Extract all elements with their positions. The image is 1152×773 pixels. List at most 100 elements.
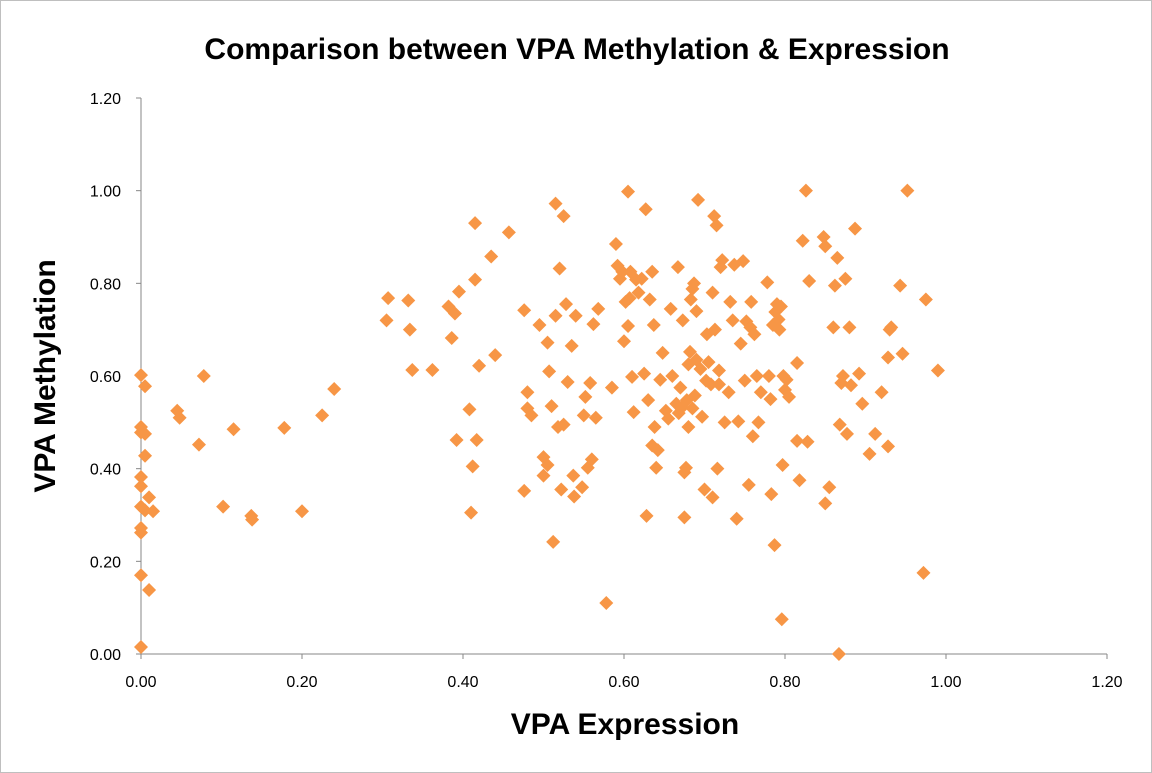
data-point xyxy=(638,202,653,217)
data-point xyxy=(402,322,417,337)
data-point xyxy=(725,313,740,328)
data-point xyxy=(146,504,161,519)
data-point xyxy=(469,432,484,447)
data-point xyxy=(484,249,499,264)
data-point xyxy=(709,218,724,233)
data-point xyxy=(578,389,593,404)
data-point xyxy=(449,432,464,447)
data-point xyxy=(760,275,775,290)
data-point xyxy=(678,460,693,475)
data-point xyxy=(729,511,744,526)
data-point xyxy=(447,306,462,321)
data-point xyxy=(634,271,649,286)
data-point xyxy=(621,184,636,199)
data-point xyxy=(800,434,815,449)
data-point xyxy=(381,291,396,306)
data-point xyxy=(693,362,708,377)
data-point xyxy=(138,503,153,518)
data-point xyxy=(822,480,837,495)
data-point xyxy=(827,278,842,293)
data-point xyxy=(842,320,857,335)
data-point xyxy=(604,380,619,395)
data-point xyxy=(731,414,746,429)
data-point xyxy=(642,292,657,307)
x-tick-label: 0.00 xyxy=(125,674,156,691)
y-tick-label: 0.20 xyxy=(90,554,121,571)
data-point xyxy=(751,415,766,430)
data-point xyxy=(546,534,561,549)
data-point xyxy=(645,264,660,279)
data-point xyxy=(462,402,477,417)
data-point xyxy=(818,496,833,511)
data-point xyxy=(138,448,153,463)
data-point xyxy=(542,364,557,379)
data-point xyxy=(881,439,896,454)
data-point xyxy=(625,369,640,384)
data-point xyxy=(134,479,148,494)
data-point xyxy=(655,345,670,360)
data-point xyxy=(918,292,933,307)
data-point xyxy=(588,410,603,425)
data-point xyxy=(586,317,601,332)
data-point xyxy=(540,457,555,472)
data-point xyxy=(451,284,466,299)
data-point xyxy=(134,640,148,655)
x-tick-label: 0.80 xyxy=(769,674,800,691)
data-point xyxy=(631,285,646,300)
data-point xyxy=(689,304,704,319)
y-tick-label: 1.00 xyxy=(90,184,121,201)
data-point xyxy=(775,457,790,472)
data-point xyxy=(818,239,833,254)
data-point xyxy=(315,408,330,423)
y-tick-label: 1.20 xyxy=(90,91,121,108)
data-point xyxy=(134,470,148,485)
y-tick-label: 0.80 xyxy=(90,276,121,293)
data-point xyxy=(774,612,789,627)
data-point xyxy=(464,505,479,520)
data-point xyxy=(134,568,148,583)
data-point xyxy=(524,408,539,423)
data-point xyxy=(687,388,702,403)
data-point xyxy=(583,375,598,390)
x-tick-label: 0.60 xyxy=(608,674,639,691)
data-point xyxy=(575,480,590,495)
data-point xyxy=(661,411,676,426)
data-point xyxy=(839,426,854,441)
data-point xyxy=(773,299,788,314)
data-point xyxy=(665,369,680,383)
data-point xyxy=(884,320,899,335)
data-point xyxy=(874,385,889,400)
data-point xyxy=(622,291,637,306)
y-axis-title: VPA Methylation xyxy=(29,259,62,492)
y-tick-label: 0.40 xyxy=(90,462,121,479)
data-point xyxy=(540,335,555,350)
data-point xyxy=(191,437,206,452)
data-point xyxy=(501,225,516,240)
x-axis-title: VPA Expression xyxy=(511,708,739,741)
data-point xyxy=(277,420,292,435)
data-points xyxy=(134,183,945,661)
data-point xyxy=(556,417,571,432)
data-point xyxy=(900,183,915,198)
data-point xyxy=(795,233,810,248)
data-point xyxy=(677,510,692,525)
data-point xyxy=(733,336,748,351)
data-point xyxy=(868,426,883,441)
data-point xyxy=(591,301,606,316)
data-point xyxy=(707,322,722,337)
data-point xyxy=(673,380,688,395)
data-point xyxy=(245,512,260,527)
data-point xyxy=(517,483,532,498)
data-point xyxy=(615,264,630,279)
data-point xyxy=(405,362,420,377)
data-point xyxy=(771,312,786,327)
data-point xyxy=(687,276,702,291)
data-point xyxy=(717,415,732,430)
data-point xyxy=(721,385,736,400)
data-point xyxy=(802,274,817,289)
data-point xyxy=(646,318,661,333)
data-point xyxy=(554,482,569,497)
data-point xyxy=(881,350,896,365)
